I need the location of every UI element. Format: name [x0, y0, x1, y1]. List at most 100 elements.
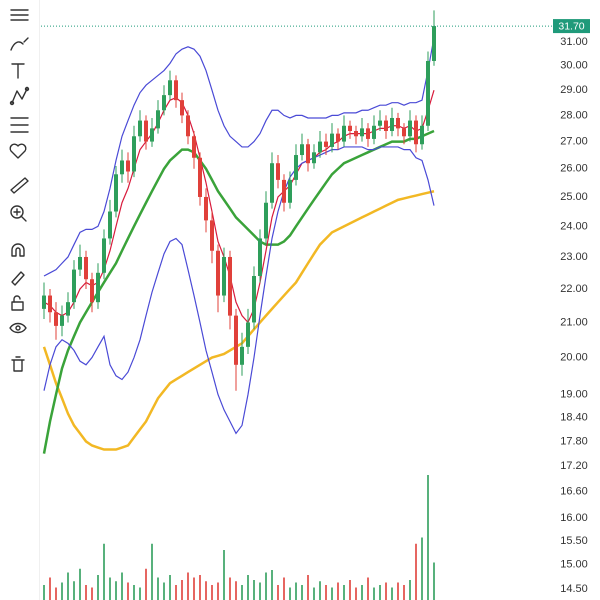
- y-tick-label: 16.00: [560, 512, 588, 524]
- candle-body: [90, 279, 94, 303]
- volume-bar: [91, 587, 93, 600]
- candle-body: [330, 133, 334, 147]
- price-axis: [553, 0, 600, 600]
- candle-body: [318, 141, 322, 153]
- candle-body: [216, 250, 220, 296]
- volume-bar: [55, 587, 57, 600]
- pattern-icon[interactable]: [9, 86, 30, 106]
- volume-bar: [283, 577, 285, 600]
- fib-icon[interactable]: [10, 117, 29, 133]
- volume-bar: [199, 575, 201, 600]
- y-tick-label: 15.50: [560, 535, 588, 547]
- y-tick-label: 25.00: [560, 191, 588, 203]
- candle-body: [390, 117, 394, 131]
- candle-body: [150, 128, 154, 142]
- menu-icon[interactable]: [10, 9, 29, 21]
- trash-icon[interactable]: [11, 356, 25, 372]
- volume-bar: [295, 582, 297, 600]
- lock-icon[interactable]: [11, 295, 24, 311]
- candle-body: [408, 120, 412, 137]
- volume-bar: [361, 585, 363, 600]
- candle-body: [300, 144, 304, 156]
- last-price-box: [553, 19, 590, 34]
- candle-body: [348, 125, 352, 131]
- candle-body: [198, 157, 202, 197]
- candle-body: [324, 141, 328, 147]
- volume-bar: [367, 577, 369, 600]
- ruler-icon[interactable]: [10, 177, 29, 194]
- favorite-icon[interactable]: [9, 143, 27, 159]
- volume-bar: [169, 575, 171, 600]
- volume-bar: [181, 580, 183, 600]
- volume-bar: [235, 581, 237, 600]
- y-tick-label: 26.00: [560, 163, 588, 175]
- y-tick-label: 28.00: [560, 109, 588, 121]
- volume-bar: [49, 577, 51, 600]
- candle-body: [276, 163, 280, 180]
- zoom-icon[interactable]: [10, 205, 27, 222]
- candle-body: [396, 117, 400, 129]
- lock-draw-icon[interactable]: [11, 271, 25, 286]
- volume-bar: [313, 587, 315, 600]
- candle-body: [156, 110, 160, 129]
- candle-body: [342, 125, 346, 142]
- eye-icon[interactable]: [9, 322, 27, 334]
- volume-bar: [157, 577, 159, 600]
- candle-body: [168, 80, 172, 96]
- volume-bar: [421, 537, 423, 600]
- y-tick-label: 19.00: [560, 388, 588, 400]
- volume-bar: [253, 580, 255, 600]
- candle-body: [120, 160, 124, 175]
- toolbar: [9, 0, 40, 600]
- volume-bar: [61, 582, 63, 600]
- y-tick-label: 24.00: [560, 220, 588, 232]
- candle-body: [126, 160, 130, 172]
- y-tick-label: 20.00: [560, 351, 588, 363]
- candle-body: [354, 130, 358, 137]
- candle-body: [78, 256, 82, 270]
- indicator-line: [42, 190, 435, 451]
- candle-body: [312, 152, 316, 164]
- y-tick-label: 23.00: [560, 251, 588, 263]
- text-icon[interactable]: [11, 63, 25, 79]
- volume-bar: [331, 587, 333, 600]
- volume-bar: [139, 587, 141, 600]
- indicator-line: [43, 146, 435, 435]
- y-tick-label: 30.00: [560, 60, 588, 72]
- volume-bar: [271, 570, 273, 600]
- volume-bar: [103, 543, 105, 600]
- indicator-line: [43, 37, 435, 277]
- volume-bar: [205, 581, 207, 600]
- plot: [42, 10, 436, 600]
- y-tick-label: 16.60: [560, 486, 588, 498]
- candle-body: [240, 346, 244, 365]
- y-tick-label: 27.00: [560, 135, 588, 147]
- volume-bar: [79, 568, 81, 600]
- candle-body: [42, 295, 46, 309]
- volume-bar: [247, 575, 249, 600]
- y-tick-label: 17.20: [560, 460, 588, 472]
- volume-bar: [163, 582, 165, 600]
- y-tick-label: 31.00: [560, 36, 588, 48]
- volume-bar: [277, 585, 279, 600]
- volume-bar: [145, 568, 147, 600]
- y-tick-label: 18.40: [560, 411, 588, 423]
- volume-bar: [97, 575, 99, 600]
- candle-body: [108, 211, 112, 239]
- volume-bar: [409, 580, 411, 600]
- candle-body: [258, 238, 262, 276]
- magnet-icon[interactable]: [11, 243, 25, 257]
- candle-body: [294, 155, 298, 180]
- volume-bar: [115, 581, 117, 600]
- candle-body: [66, 302, 70, 316]
- volume-bar: [259, 582, 261, 600]
- volume-bar: [43, 585, 45, 600]
- volume-bar: [325, 585, 327, 600]
- candle-body: [114, 174, 118, 212]
- brush-icon[interactable]: [10, 37, 29, 51]
- volume-bar: [301, 585, 303, 600]
- candle-body: [372, 125, 376, 139]
- volume-bar: [433, 562, 435, 600]
- y-tick-label: 29.00: [560, 84, 588, 96]
- y-tick-label: 22.00: [560, 283, 588, 295]
